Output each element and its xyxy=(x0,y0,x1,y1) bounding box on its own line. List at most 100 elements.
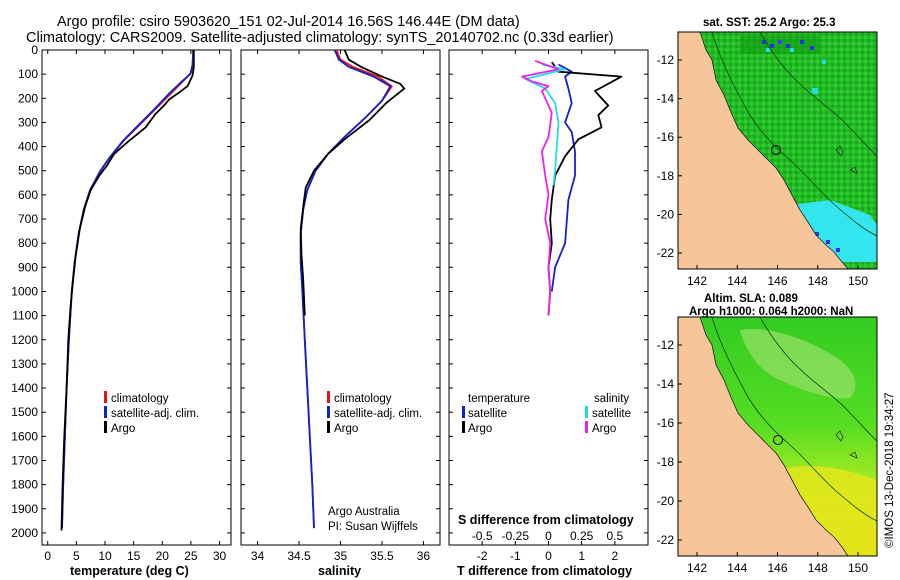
temperature-xtick-label: 5 xyxy=(73,549,80,563)
depth-tick-label: 1900 xyxy=(11,502,38,516)
sla-map xyxy=(678,317,877,556)
depth-tick-label: 900 xyxy=(18,260,38,274)
depth-tick-label: 1500 xyxy=(11,405,38,419)
depth-tick-label: 1100 xyxy=(12,309,38,323)
sla-map-ytick-label: -20 xyxy=(657,494,675,508)
secondary-xtick-label: 0.25 xyxy=(570,529,594,543)
series-climatology xyxy=(61,50,195,529)
depth-tick-label: 1300 xyxy=(11,357,38,371)
secondary-xtick-label: 0.5 xyxy=(606,529,623,543)
secondary-xtick-label: -0.25 xyxy=(502,529,530,543)
legend-title-temperature: temperature xyxy=(468,393,530,405)
sst-map-ytick-label: -22 xyxy=(657,246,675,260)
series-satellite-adj-clim- xyxy=(61,50,195,529)
temperature-xtick-label: 10 xyxy=(98,549,112,563)
depth-tick-label: 0 xyxy=(31,43,38,57)
sst-map-xtick-label: 142 xyxy=(687,274,707,288)
sst-map-ytick-label: -14 xyxy=(657,92,675,106)
legend-swatch-t-satellite xyxy=(462,406,465,418)
figure-title-line1: Argo profile: csiro 5903620_151 02-Jul-2… xyxy=(57,14,520,30)
depth-tick-label: 1400 xyxy=(11,381,38,395)
temperature-panel xyxy=(41,49,232,546)
sla-map-ytick-label: -22 xyxy=(657,533,675,547)
legend-label-climatology: climatology xyxy=(111,393,169,405)
legend-swatch-satellite xyxy=(327,406,330,418)
annotation-argo-australia: Argo Australia xyxy=(328,506,400,518)
legend-swatch-t-argo xyxy=(462,421,465,433)
depth-tick-label: 300 xyxy=(18,115,38,129)
legend-swatch-s-argo xyxy=(585,421,588,433)
difference-xtick-label: 0 xyxy=(545,549,552,563)
temperature-xtick-label: 30 xyxy=(213,549,227,563)
sla-map-title-line1: Altim. SLA: 0.089 xyxy=(704,293,798,305)
depth-tick-label: 1700 xyxy=(11,453,38,467)
legend-label-t-argo: Argo xyxy=(468,423,492,435)
legend-title-salinity: salinity xyxy=(594,393,629,405)
sst-map-ytick-label: -12 xyxy=(657,53,675,67)
difference-xtick-label: -2 xyxy=(477,549,488,563)
sla-map-ytick-label: -18 xyxy=(657,455,675,469)
difference-xlabel: T difference from climatology xyxy=(457,564,632,578)
depth-tick-label: 500 xyxy=(18,164,38,178)
annotation-pi: PI: Susan Wijffels xyxy=(328,521,418,533)
sla-map-xtick-label: 146 xyxy=(767,561,787,575)
salinity-xtick-label: 35 xyxy=(334,549,348,563)
sst-map-xtick-label: 146 xyxy=(767,274,787,288)
depth-tick-label: 1000 xyxy=(11,284,38,298)
sst-map-xtick-label: 148 xyxy=(808,274,828,288)
depth-tick-label: 600 xyxy=(18,188,38,202)
legend-swatch-climatology xyxy=(327,391,330,403)
series-temperature-satellite xyxy=(550,63,576,292)
difference-xtick-label: 2 xyxy=(611,549,618,563)
difference-legend: temperature salinity satellite Argo sate… xyxy=(462,393,631,435)
sla-map-xtick-label: 144 xyxy=(727,561,747,575)
series-salinity-argo xyxy=(521,60,560,316)
sst-map-xtick-label: 150 xyxy=(848,274,868,288)
depth-tick-label: 400 xyxy=(18,140,38,154)
sla-map-xtick-label: 150 xyxy=(848,561,868,575)
depth-tick-label: 1600 xyxy=(11,429,38,443)
sla-map-xtick-label: 148 xyxy=(808,561,828,575)
temperature-xtick-label: 25 xyxy=(184,549,198,563)
legend-label-satellite: satellite-adj. clim. xyxy=(111,408,199,420)
legend-swatch-argo xyxy=(327,421,330,433)
temperature-xtick-label: 15 xyxy=(127,549,141,563)
series-climatology xyxy=(299,50,393,529)
temperature-legend: climatology satellite-adj. clim. Argo xyxy=(104,391,199,435)
secondary-xtick-label: 0 xyxy=(545,529,552,543)
legend-label-s-argo: Argo xyxy=(592,423,616,435)
sla-map-xtick-label: 142 xyxy=(687,561,707,575)
difference-xtick-label: -1 xyxy=(510,549,521,563)
depth-tick-label: 1200 xyxy=(11,333,38,347)
legend-swatch-climatology xyxy=(104,391,107,403)
salinity-xtick-label: 36 xyxy=(417,549,431,563)
sla-map-ytick-label: -12 xyxy=(657,338,675,352)
legend-label-argo: Argo xyxy=(334,423,358,435)
salinity-xtick-label: 35.5 xyxy=(370,549,394,563)
temperature-xtick-label: 20 xyxy=(156,549,170,563)
legend-label-climatology: climatology xyxy=(334,393,392,405)
depth-tick-label: 100 xyxy=(18,67,38,81)
argo-location-marker xyxy=(771,145,781,155)
sst-map xyxy=(678,32,877,269)
temperature-xlabel: temperature (deg C) xyxy=(70,564,189,578)
salinity-xlabel: salinity xyxy=(318,564,361,578)
sst-map-ytick-label: -16 xyxy=(657,130,675,144)
difference-xtick-label: 1 xyxy=(578,549,585,563)
sst-map-title: sat. SST: 25.2 Argo: 25.3 xyxy=(703,17,836,29)
secondary-xtick-label: -0.5 xyxy=(472,529,493,543)
legend-label-argo: Argo xyxy=(111,423,135,435)
imos-credit: ©IMOS 13-Dec-2018 19:34:27 xyxy=(884,392,896,548)
legend-swatch-argo xyxy=(104,421,107,433)
sla-map-ytick-label: -14 xyxy=(657,377,675,391)
sst-map-xtick-label: 144 xyxy=(727,274,747,288)
difference-secondary-xlabel: S difference from climatology xyxy=(458,513,634,527)
sla-map-title-line2: Argo h1000: 0.064 h2000: NaN xyxy=(689,306,853,318)
salinity-xtick-label: 34 xyxy=(251,549,265,563)
difference-panel xyxy=(448,49,649,546)
legend-label-satellite: satellite-adj. clim. xyxy=(334,408,422,420)
series-argo xyxy=(60,50,195,531)
depth-tick-label: 2000 xyxy=(11,526,38,540)
argo-location-marker xyxy=(773,435,783,445)
